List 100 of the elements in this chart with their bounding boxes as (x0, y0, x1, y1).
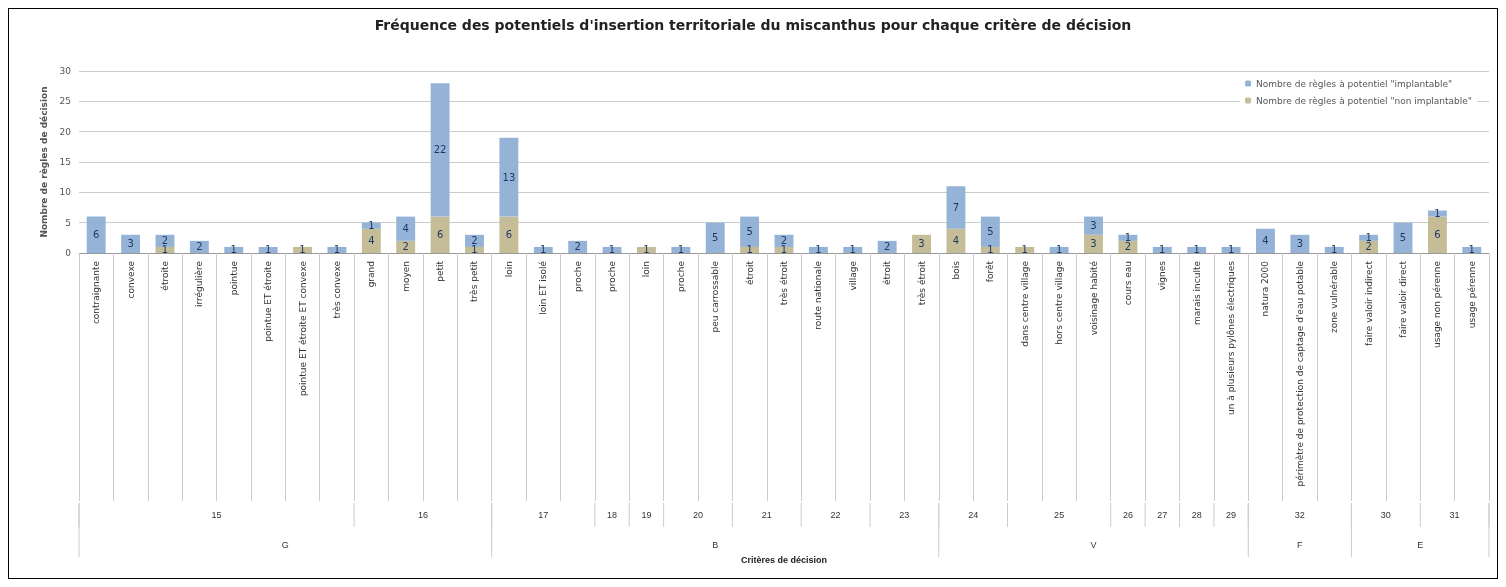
data-label: 3 (1296, 238, 1304, 250)
text: 28 (1191, 510, 1202, 520)
data-label: 2 (196, 241, 203, 253)
data-label: 5 (1399, 232, 1407, 244)
bar (980, 216, 1000, 247)
data-label: 2 (780, 235, 788, 247)
text: E (1417, 540, 1424, 550)
chart-title: Fréquence des potentiels d'insertion territoriale du miscanthus pour chaque critère de décision (374, 17, 1132, 33)
data-label: 4 (952, 235, 960, 247)
bar (430, 216, 450, 253)
x-tick-label: voisinage habité (1088, 260, 1099, 336)
bar (1290, 234, 1310, 253)
x-tick-label: très convexe (331, 260, 342, 319)
data-label: 1 (1365, 232, 1372, 244)
y-tick-label: 10 (59, 187, 72, 198)
y-tick-label: 30 (59, 66, 72, 76)
data-label: 2 (1365, 241, 1372, 253)
bar (946, 228, 966, 253)
text: 16 (417, 510, 428, 520)
x-tick-label: cours eau (1122, 261, 1133, 306)
x-tick-label: très étroit (779, 260, 789, 306)
text: 27 (1157, 510, 1168, 520)
x-tick-label: étroit (882, 260, 893, 286)
x-tick-label: périmètre de protection de captage d'eau potable (1294, 260, 1305, 487)
bar (430, 83, 450, 217)
data-label: 1 (1227, 244, 1235, 256)
x-tick-label: irrégulière (194, 260, 205, 308)
x-tick-label: grand (366, 261, 377, 288)
x-tick-label: village (847, 260, 858, 291)
bar (705, 222, 725, 253)
x-tick-label: faire valoir direct (1398, 260, 1409, 338)
data-label: 1 (299, 244, 306, 256)
data-label: 1 (1159, 244, 1166, 256)
data-label: 1 (264, 244, 272, 256)
text: B (712, 540, 719, 550)
data-label: 4 (1262, 235, 1269, 247)
x-tick-label: convexe (125, 260, 136, 299)
bar (499, 137, 519, 217)
data-label: 1 (540, 244, 547, 256)
data-label: 1 (161, 244, 169, 256)
x-tick-label: usage pérenne (1466, 260, 1477, 329)
y-tick-label: 15 (59, 157, 71, 167)
data-label: 1 (1055, 244, 1063, 256)
bar (1084, 216, 1103, 235)
data-label: 1 (608, 244, 616, 256)
data-label: 1 (333, 244, 341, 256)
text: 17 (538, 510, 549, 520)
y-tick-label: 25 (59, 96, 71, 107)
data-label: 7 (952, 202, 960, 213)
text: V (1090, 540, 1097, 550)
text: 19 (641, 510, 652, 520)
text: 30 (1380, 510, 1391, 520)
data-label: 4 (402, 223, 409, 235)
x-tick-label: proche (572, 260, 583, 292)
x-tick-label: pointue (228, 260, 239, 296)
legend-label: Nombre de règles à potentiel "implantable" (1256, 78, 1453, 89)
text: 23 (899, 510, 910, 520)
x-tick-label: peu carrossable (710, 260, 721, 333)
data-label: 5 (746, 226, 753, 238)
x-tick-label: pointue ET étroite ET convexe (297, 260, 308, 397)
data-label: 1 (643, 244, 650, 256)
bar (1427, 216, 1447, 253)
bar (1256, 228, 1275, 253)
x-tick-label: loin (641, 261, 652, 278)
data-label: 6 (1434, 229, 1441, 241)
data-label: 2 (161, 235, 169, 247)
data-label: 2 (883, 241, 891, 253)
data-label: 5 (712, 232, 719, 244)
x-tick-label: pointue ET étroite (263, 260, 274, 342)
x-tick-label: usage non pérenne (1432, 260, 1443, 349)
x-tick-label: moyen (400, 261, 411, 292)
data-label: 1 (987, 244, 994, 256)
x-tick-label: très étroit (916, 260, 927, 306)
data-label: 1 (471, 244, 478, 256)
x-tick-label: étroit (744, 260, 755, 286)
data-label: 3 (1090, 238, 1097, 250)
data-label: 4 (368, 235, 375, 247)
bar (361, 228, 381, 253)
bar (1084, 234, 1103, 253)
data-label: 2 (471, 235, 478, 247)
bar (86, 216, 106, 253)
bar (396, 216, 416, 241)
x-tick-label: proche (607, 260, 618, 292)
bar (912, 234, 932, 253)
data-label: 5 (987, 226, 994, 238)
x-tick-label: contraignante (91, 260, 102, 325)
text: 20 (693, 510, 704, 520)
data-label: 2 (1124, 241, 1132, 253)
x-tick-label: marais inculte (1191, 260, 1202, 325)
x-tick-label: petit (435, 260, 446, 282)
text: 25 (1054, 510, 1065, 520)
y-tick-label: 5 (65, 217, 71, 228)
data-label: 13 (502, 171, 516, 183)
data-label: 2 (402, 241, 409, 253)
data-label: 22 (433, 144, 447, 156)
bar (499, 216, 519, 253)
legend-label: Nombre de règles à potentiel "non implantable" (1256, 95, 1473, 106)
x-tick-label: forêt (985, 260, 996, 283)
x-tick-label: très petit (469, 260, 480, 302)
data-label: 2 (574, 241, 581, 253)
